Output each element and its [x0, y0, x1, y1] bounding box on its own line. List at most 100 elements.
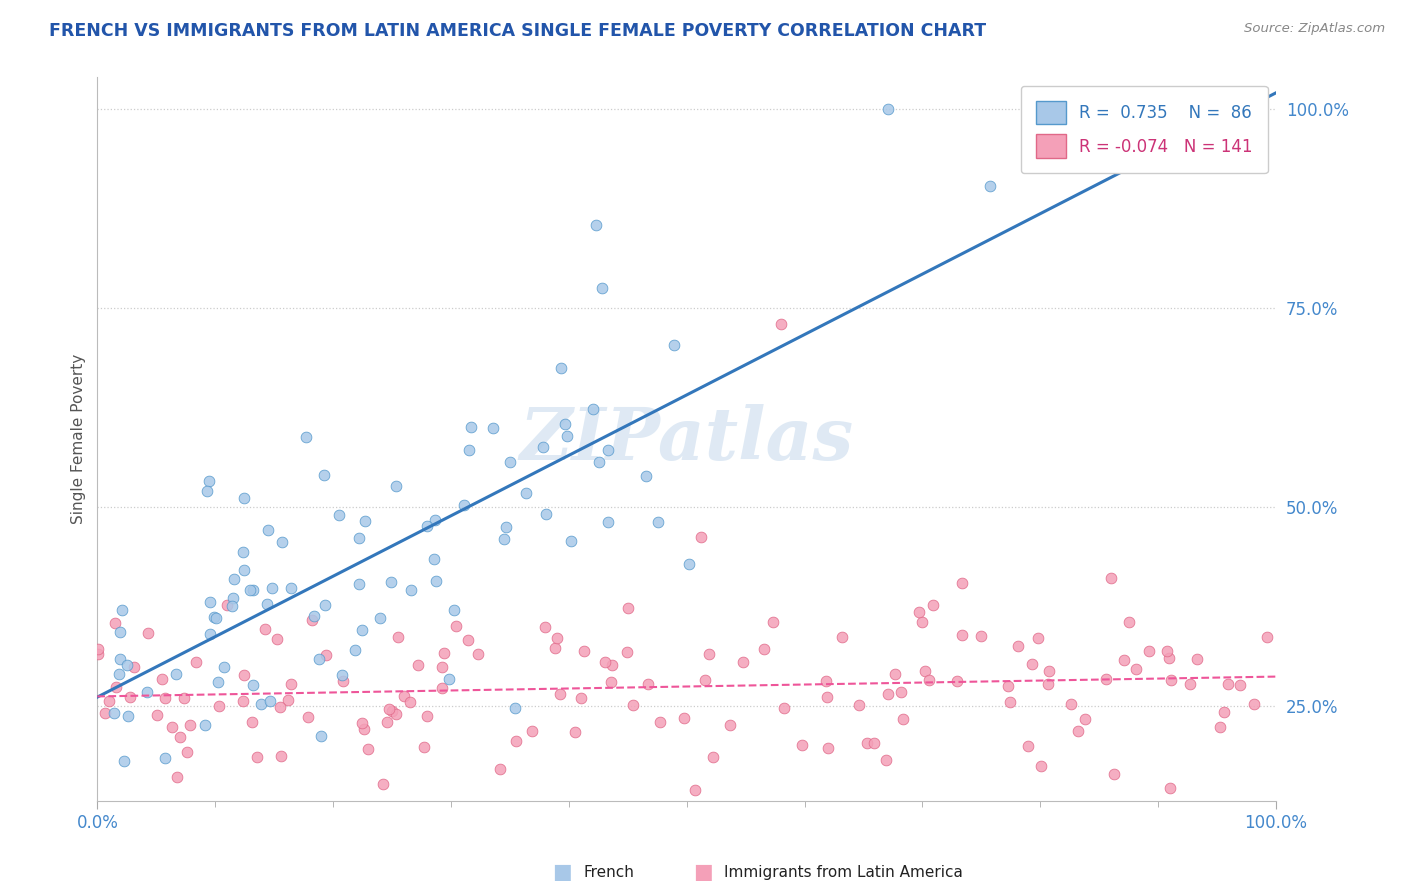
Point	[1104, 767, 1126, 781]
Point	[1026, 631, 1049, 645]
Point	[232, 545, 254, 559]
Point	[914, 664, 936, 678]
Point	[505, 733, 527, 747]
Point	[385, 707, 408, 722]
Point	[108, 625, 131, 640]
Point	[136, 626, 159, 640]
Point	[648, 714, 671, 729]
Point	[115, 658, 138, 673]
Point	[574, 644, 596, 658]
Point	[242, 582, 264, 597]
Point	[381, 704, 404, 718]
Point	[891, 712, 914, 726]
Point	[815, 673, 838, 688]
Point	[347, 531, 370, 545]
Point	[197, 483, 219, 498]
Point	[1256, 630, 1278, 644]
Point	[550, 360, 572, 375]
Point	[86, 648, 108, 662]
Point	[1212, 705, 1234, 719]
Point	[198, 474, 221, 488]
Point	[146, 708, 169, 723]
Point	[595, 655, 617, 669]
Text: ZIPatlas: ZIPatlas	[520, 404, 853, 475]
Point	[877, 102, 900, 116]
Point	[222, 573, 245, 587]
Point	[647, 515, 669, 529]
Point	[588, 454, 610, 468]
Point	[468, 818, 491, 832]
Point	[202, 609, 225, 624]
Point	[312, 467, 335, 482]
Point	[831, 630, 853, 644]
Point	[848, 698, 870, 712]
Point	[443, 603, 465, 617]
Point	[328, 508, 350, 523]
Point	[1243, 697, 1265, 711]
Point	[212, 660, 235, 674]
Point	[222, 591, 245, 606]
Point	[415, 708, 437, 723]
Point	[155, 691, 177, 706]
Point	[169, 730, 191, 744]
Point	[457, 632, 479, 647]
Point	[733, 655, 755, 669]
Point	[385, 479, 408, 493]
Point	[165, 667, 187, 681]
Point	[564, 725, 586, 739]
Point	[1178, 677, 1201, 691]
Point	[546, 632, 568, 646]
Text: Source: ZipAtlas.com: Source: ZipAtlas.com	[1244, 22, 1385, 36]
Point	[221, 599, 243, 613]
Point	[423, 513, 446, 527]
Point	[875, 753, 897, 767]
Point	[194, 718, 217, 732]
Point	[392, 690, 415, 704]
Text: ■: ■	[553, 863, 572, 882]
Point	[591, 281, 613, 295]
Point	[494, 532, 516, 546]
Point	[166, 770, 188, 784]
Point	[683, 783, 706, 797]
Point	[863, 736, 886, 750]
Point	[242, 678, 264, 692]
Point	[1159, 780, 1181, 795]
Point	[232, 668, 254, 682]
Point	[375, 714, 398, 729]
Point	[946, 674, 969, 689]
Point	[1017, 739, 1039, 754]
Point	[120, 690, 142, 705]
Point	[856, 736, 879, 750]
Point	[773, 700, 796, 714]
Point	[301, 614, 323, 628]
Point	[718, 718, 741, 732]
Point	[371, 776, 394, 790]
Point	[423, 552, 446, 566]
Point	[408, 657, 430, 672]
Point	[1137, 644, 1160, 658]
Point	[769, 317, 792, 331]
Point	[232, 694, 254, 708]
Point	[1036, 677, 1059, 691]
Text: FRENCH VS IMMIGRANTS FROM LATIN AMERICA SINGLE FEMALE POVERTY CORRELATION CHART: FRENCH VS IMMIGRANTS FROM LATIN AMERICA …	[49, 22, 987, 40]
Point	[104, 680, 127, 694]
Point	[1156, 644, 1178, 658]
Point	[1118, 615, 1140, 629]
Point	[531, 440, 554, 454]
Point	[353, 722, 375, 736]
Point	[599, 675, 621, 690]
Point	[1095, 672, 1118, 686]
Point	[122, 803, 145, 817]
Point	[330, 668, 353, 682]
Point	[1007, 640, 1029, 654]
Point	[1114, 653, 1136, 667]
Point	[437, 673, 460, 687]
Point	[664, 338, 686, 352]
Point	[266, 632, 288, 646]
Point	[260, 581, 283, 595]
Point	[616, 645, 638, 659]
Point	[1208, 720, 1230, 734]
Point	[596, 515, 619, 529]
Point	[672, 711, 695, 725]
Point	[1099, 571, 1122, 585]
